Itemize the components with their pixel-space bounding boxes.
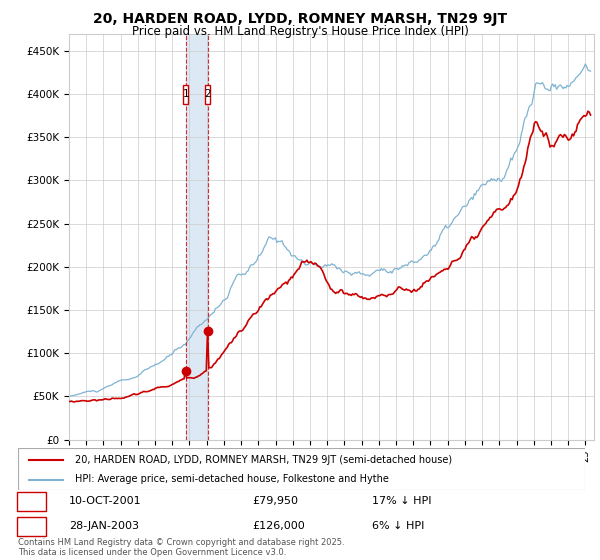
Text: 10-OCT-2001: 10-OCT-2001 <box>69 496 142 506</box>
Text: £79,950: £79,950 <box>252 496 298 506</box>
Text: HPI: Average price, semi-detached house, Folkestone and Hythe: HPI: Average price, semi-detached house,… <box>75 474 389 484</box>
Text: 20, HARDEN ROAD, LYDD, ROMNEY MARSH, TN29 9JT (semi-detached house): 20, HARDEN ROAD, LYDD, ROMNEY MARSH, TN2… <box>75 455 452 465</box>
Bar <box>183 85 188 104</box>
Text: £126,000: £126,000 <box>252 521 305 531</box>
Text: 20, HARDEN ROAD, LYDD, ROMNEY MARSH, TN29 9JT: 20, HARDEN ROAD, LYDD, ROMNEY MARSH, TN2… <box>93 12 507 26</box>
Text: 6% ↓ HPI: 6% ↓ HPI <box>372 521 424 531</box>
Text: 2: 2 <box>205 89 211 99</box>
Text: 28-JAN-2003: 28-JAN-2003 <box>69 521 139 531</box>
Bar <box>205 85 211 104</box>
Text: Contains HM Land Registry data © Crown copyright and database right 2025.
This d: Contains HM Land Registry data © Crown c… <box>18 538 344 557</box>
Text: 2: 2 <box>28 521 35 531</box>
Text: 17% ↓ HPI: 17% ↓ HPI <box>372 496 431 506</box>
Bar <box>186 34 208 440</box>
Text: 1: 1 <box>28 496 35 506</box>
Text: Price paid vs. HM Land Registry's House Price Index (HPI): Price paid vs. HM Land Registry's House … <box>131 25 469 38</box>
Text: 1: 1 <box>182 89 189 99</box>
